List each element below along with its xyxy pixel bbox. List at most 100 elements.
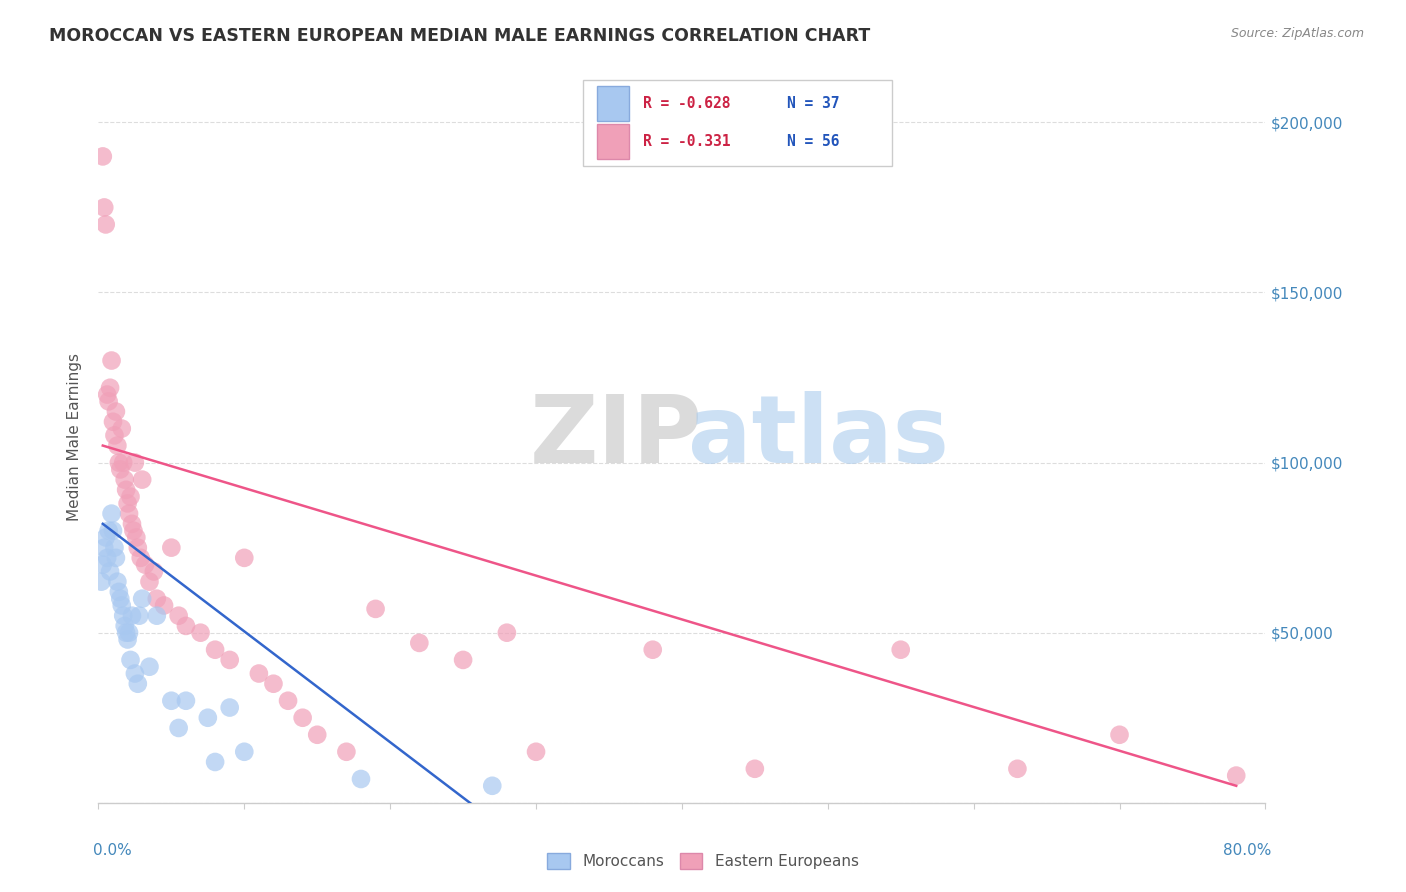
Point [103, 428, 125, 442]
Text: R = -0.628: R = -0.628 [644, 96, 731, 111]
Point [890, 642, 912, 657]
Point [197, 711, 219, 725]
Point [364, 602, 387, 616]
Point [146, 591, 169, 606]
Point [121, 516, 143, 531]
Point [118, 507, 141, 521]
Text: N = 56: N = 56 [787, 134, 839, 149]
Point [101, 415, 124, 429]
Point [120, 490, 142, 504]
Point [112, 456, 135, 470]
Point [307, 728, 329, 742]
Point [98, 381, 121, 395]
Point [496, 625, 519, 640]
Point [233, 745, 256, 759]
Point [111, 421, 134, 435]
Point [105, 574, 128, 589]
Point [335, 745, 357, 759]
Point [160, 541, 183, 555]
Point [160, 694, 183, 708]
Point [190, 625, 212, 640]
Text: atlas: atlas [688, 391, 949, 483]
Point [100, 507, 122, 521]
Point [105, 439, 128, 453]
Point [112, 608, 135, 623]
Point [233, 550, 256, 565]
Point [104, 550, 127, 565]
Legend: Moroccans, Eastern Europeans: Moroccans, Eastern Europeans [541, 847, 865, 875]
Point [142, 565, 165, 579]
Point [1007, 762, 1029, 776]
Y-axis label: Median Male Earnings: Median Male Earnings [67, 353, 83, 521]
Point [103, 541, 125, 555]
Point [167, 608, 190, 623]
Point [98, 565, 121, 579]
Point [174, 694, 197, 708]
Point [481, 779, 503, 793]
Point [641, 642, 664, 657]
Point [91, 558, 114, 572]
Text: Source: ZipAtlas.com: Source: ZipAtlas.com [1230, 27, 1364, 40]
Point [350, 772, 373, 786]
Point [218, 700, 240, 714]
Point [117, 496, 139, 510]
Point [115, 625, 138, 640]
Point [90, 574, 112, 589]
Point [120, 653, 142, 667]
Point [111, 599, 134, 613]
Point [128, 608, 150, 623]
Point [263, 677, 285, 691]
Text: ZIP: ZIP [530, 391, 703, 483]
Point [121, 608, 143, 623]
Point [125, 531, 148, 545]
Bar [596, 124, 630, 159]
Point [291, 711, 314, 725]
Text: 80.0%: 80.0% [1223, 843, 1271, 858]
Point [118, 625, 141, 640]
Point [91, 149, 114, 163]
Point [408, 636, 430, 650]
Point [97, 394, 120, 409]
Text: MOROCCAN VS EASTERN EUROPEAN MEDIAN MALE EARNINGS CORRELATION CHART: MOROCCAN VS EASTERN EUROPEAN MEDIAN MALE… [49, 27, 870, 45]
FancyBboxPatch shape [582, 80, 891, 167]
Point [93, 201, 115, 215]
Point [138, 574, 160, 589]
Point [124, 666, 146, 681]
Point [129, 550, 152, 565]
Point [110, 591, 132, 606]
Point [115, 483, 138, 497]
Point [100, 353, 122, 368]
Point [108, 456, 131, 470]
Point [114, 473, 136, 487]
Bar [596, 86, 630, 121]
Point [174, 619, 197, 633]
Point [96, 550, 118, 565]
Point [110, 462, 132, 476]
Point [122, 524, 145, 538]
Point [131, 591, 153, 606]
Point [96, 387, 118, 401]
Point [277, 694, 299, 708]
Text: R = -0.331: R = -0.331 [644, 134, 731, 149]
Text: 0.0%: 0.0% [93, 843, 131, 858]
Point [744, 762, 766, 776]
Point [204, 642, 226, 657]
Point [204, 755, 226, 769]
Point [127, 541, 149, 555]
Point [167, 721, 190, 735]
Point [138, 659, 160, 673]
Text: N = 37: N = 37 [787, 96, 839, 111]
Point [451, 653, 474, 667]
Point [146, 608, 169, 623]
Point [97, 524, 120, 538]
Point [108, 585, 131, 599]
Point [93, 541, 115, 555]
Point [247, 666, 270, 681]
Point [1108, 728, 1130, 742]
Point [94, 531, 117, 545]
Point [127, 677, 149, 691]
Point [131, 473, 153, 487]
Point [1225, 768, 1247, 782]
Point [124, 456, 146, 470]
Point [524, 745, 547, 759]
